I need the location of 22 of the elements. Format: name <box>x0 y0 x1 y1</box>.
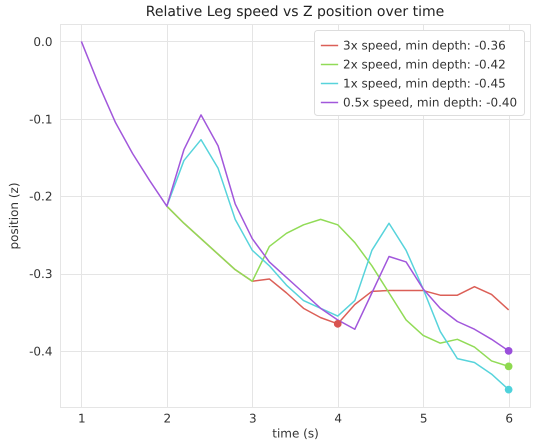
point <box>504 386 513 394</box>
x-axis-title: time (s) <box>272 426 319 440</box>
legend-label: 1x speed, min depth: -0.45 <box>343 76 506 90</box>
y-tick-label: -0.4 <box>29 344 52 358</box>
y-tick-label: 0.0 <box>33 34 52 49</box>
point <box>334 320 342 328</box>
x-tick-label: 6 <box>505 412 513 426</box>
legend-label: 2x speed, min depth: -0.42 <box>343 58 506 72</box>
x-tick-label: 1 <box>78 412 86 426</box>
y-tick-label: -0.2 <box>29 190 52 204</box>
y-axis-title: position (z) <box>7 182 22 250</box>
point <box>504 362 513 370</box>
x-tick-label: 5 <box>420 412 428 426</box>
x-tick-label: 4 <box>334 412 342 426</box>
legend-label: 3x speed, min depth: -0.36 <box>343 38 506 52</box>
y-tick-label: -0.3 <box>29 267 52 282</box>
legend-label: 0.5x speed, min depth: -0.40 <box>343 96 518 110</box>
y-tick-label: -0.1 <box>29 112 52 126</box>
x-tick-label: 3 <box>248 412 257 426</box>
point <box>504 347 513 355</box>
x-tick-label: 2 <box>164 412 172 426</box>
chart-title: Relative Leg speed vs Z position over time <box>146 4 444 20</box>
